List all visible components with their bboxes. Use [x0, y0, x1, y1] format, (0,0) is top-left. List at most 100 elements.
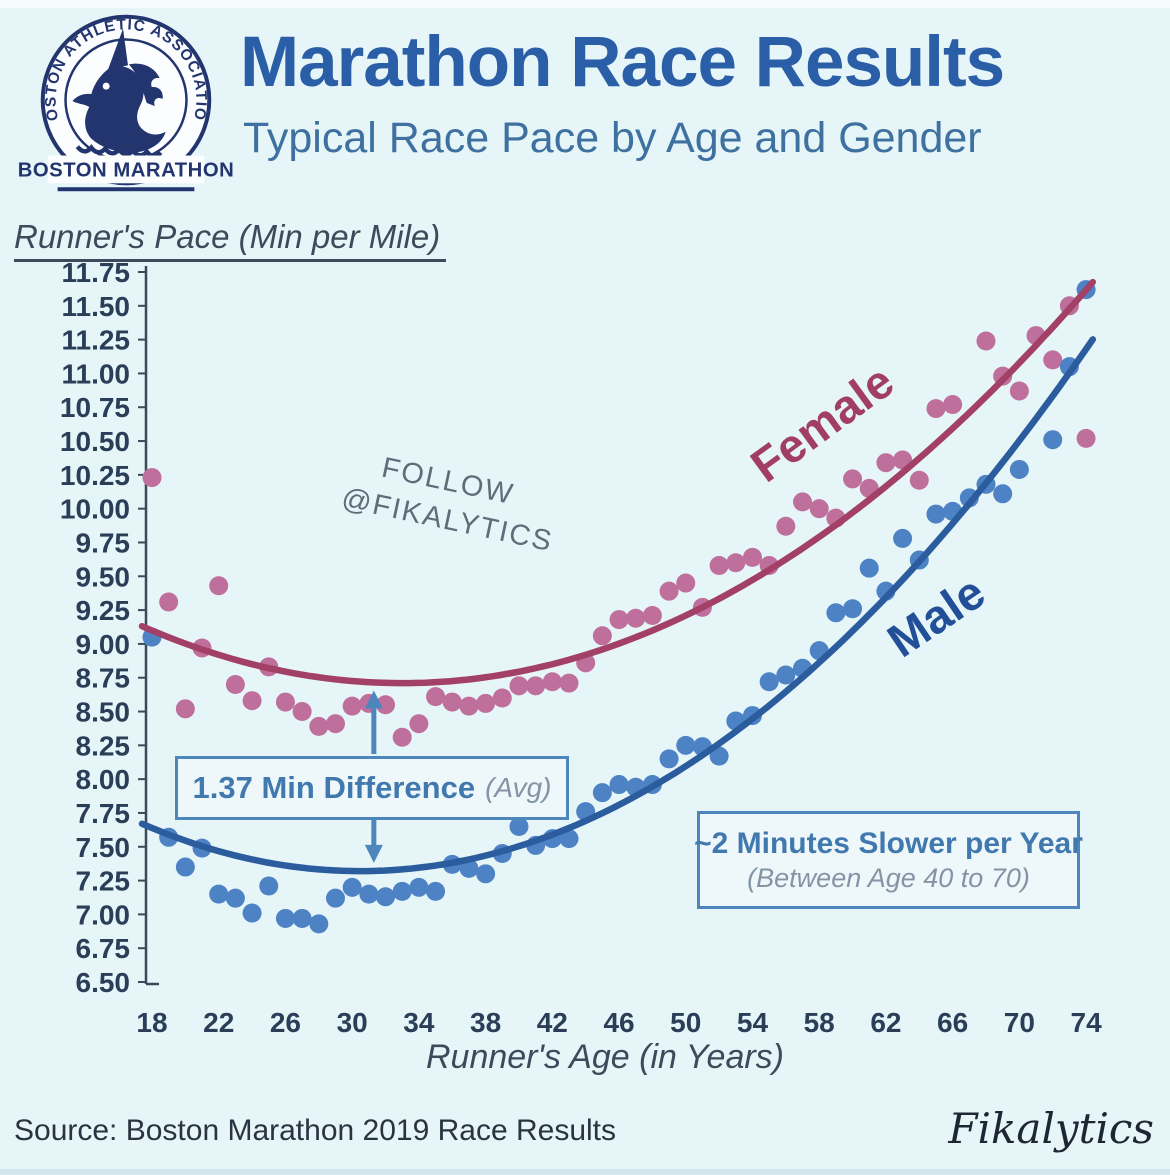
- slower-annotation-note: (Between Age 40 to 70): [747, 862, 1030, 893]
- data-point-female: [776, 516, 796, 536]
- data-point-female: [609, 610, 629, 630]
- data-point-female: [325, 714, 345, 734]
- data-point-female: [742, 547, 762, 567]
- data-point-female: [509, 676, 529, 696]
- arrow-down-head-icon: [364, 844, 383, 863]
- data-point-male: [476, 864, 496, 884]
- data-point-male: [359, 884, 379, 904]
- x-tick-label: 30: [337, 1007, 368, 1038]
- data-point-female: [659, 581, 679, 601]
- data-point-female: [342, 696, 362, 716]
- data-point-male: [776, 665, 796, 685]
- brand-signature: Fikalytics: [948, 1104, 1154, 1153]
- data-point-female: [642, 606, 662, 626]
- data-point-female: [526, 676, 546, 696]
- data-point-female: [793, 492, 813, 512]
- data-point-female: [626, 608, 646, 628]
- slower-annotation-box: ~2 Minutes Slower per Year (Between Age …: [694, 811, 1083, 909]
- unicorn-icon: [72, 28, 166, 159]
- difference-annotation-text: 1.37 Min Difference: [192, 770, 476, 805]
- data-point-female: [459, 696, 479, 716]
- source-credit: Source: Boston Marathon 2019 Race Result…: [14, 1114, 617, 1147]
- data-point-female: [909, 470, 929, 490]
- x-tick-label: 42: [537, 1007, 568, 1038]
- data-point-female: [175, 699, 195, 719]
- y-tick-label: 7.75: [76, 798, 131, 829]
- bottom-edge-strip: [0, 1169, 1170, 1175]
- data-point-male: [843, 599, 863, 619]
- data-point-male: [275, 908, 295, 928]
- data-point-male: [409, 877, 429, 897]
- y-tick-label: 11.75: [61, 257, 130, 288]
- y-tick-label: 9.00: [76, 629, 131, 660]
- x-tick-label: 46: [603, 1007, 634, 1038]
- y-tick-label: 7.50: [76, 832, 131, 863]
- data-point-female: [592, 626, 612, 646]
- data-point-female: [409, 714, 429, 734]
- y-tick-label: 9.50: [76, 561, 131, 592]
- data-point-female: [242, 691, 262, 711]
- trend-line-female: [138, 278, 1097, 687]
- data-point-male: [709, 746, 729, 766]
- data-point-female: [809, 499, 829, 519]
- x-tick-label: 54: [737, 1007, 769, 1038]
- data-point-female: [843, 469, 863, 489]
- y-tick-label: 11.50: [61, 291, 130, 322]
- data-point-male: [893, 528, 913, 548]
- data-point-female: [426, 687, 446, 707]
- data-point-male: [592, 783, 612, 803]
- baa-logo-badge: BOSTON ATHLETIC ASSOCIATION BOSTON MARAT…: [6, 0, 234, 192]
- data-point-male: [242, 903, 262, 923]
- data-point-male: [759, 672, 779, 692]
- x-tick-label: 22: [203, 1007, 234, 1038]
- difference-annotation-box: 1.37 Min Difference (Avg): [175, 756, 569, 820]
- data-point-female: [209, 576, 229, 596]
- x-tick-label: 34: [403, 1007, 435, 1038]
- data-point-female: [1043, 350, 1063, 370]
- data-point-female: [943, 395, 963, 415]
- y-tick-label: 10.00: [60, 494, 130, 525]
- data-point-female: [876, 453, 896, 473]
- logo-name-plaque: [47, 155, 205, 184]
- x-tick-label: 26: [270, 1007, 301, 1038]
- data-point-male: [676, 735, 696, 755]
- data-point-female: [442, 692, 462, 712]
- slower-annotation-text: ~2 Minutes Slower per Year: [694, 826, 1083, 860]
- y-tick-label: 6.50: [76, 967, 131, 998]
- y-tick-label: 10.75: [60, 392, 130, 423]
- data-point-female: [676, 573, 696, 593]
- data-point-female: [376, 695, 396, 715]
- data-point-male: [659, 749, 679, 769]
- trend-line-male: [138, 336, 1097, 875]
- x-tick-label: 58: [804, 1007, 835, 1038]
- data-point-male: [325, 888, 345, 908]
- data-point-male: [225, 888, 245, 908]
- y-tick-label: 9.25: [76, 595, 131, 626]
- data-point-male: [1043, 430, 1063, 450]
- x-tick-label: 18: [136, 1007, 167, 1038]
- data-point-female: [559, 673, 579, 693]
- data-point-male: [609, 775, 629, 795]
- data-point-male: [309, 914, 329, 934]
- data-point-female: [142, 468, 162, 488]
- data-point-male: [209, 884, 229, 904]
- data-point-male: [292, 908, 312, 928]
- y-tick-label: 6.75: [76, 933, 131, 964]
- data-point-female: [275, 692, 295, 712]
- data-point-female: [392, 727, 412, 747]
- data-point-male: [1009, 459, 1029, 479]
- y-tick-label: 8.75: [76, 663, 131, 694]
- data-point-female: [292, 702, 312, 722]
- difference-annotation-note: (Avg): [485, 772, 552, 803]
- x-tick-label: 38: [470, 1007, 501, 1038]
- x-axis-title: Runner's Age (in Years): [425, 1038, 784, 1076]
- data-point-male: [376, 887, 396, 907]
- data-point-female: [476, 693, 496, 713]
- y-tick-label: 11.00: [61, 358, 130, 389]
- baa-logo: BOSTON ATHLETIC ASSOCIATION BOSTON MARAT…: [6, 0, 240, 198]
- data-point-female: [492, 688, 512, 708]
- data-point-female: [159, 592, 179, 612]
- y-tick-label: 8.00: [76, 764, 131, 795]
